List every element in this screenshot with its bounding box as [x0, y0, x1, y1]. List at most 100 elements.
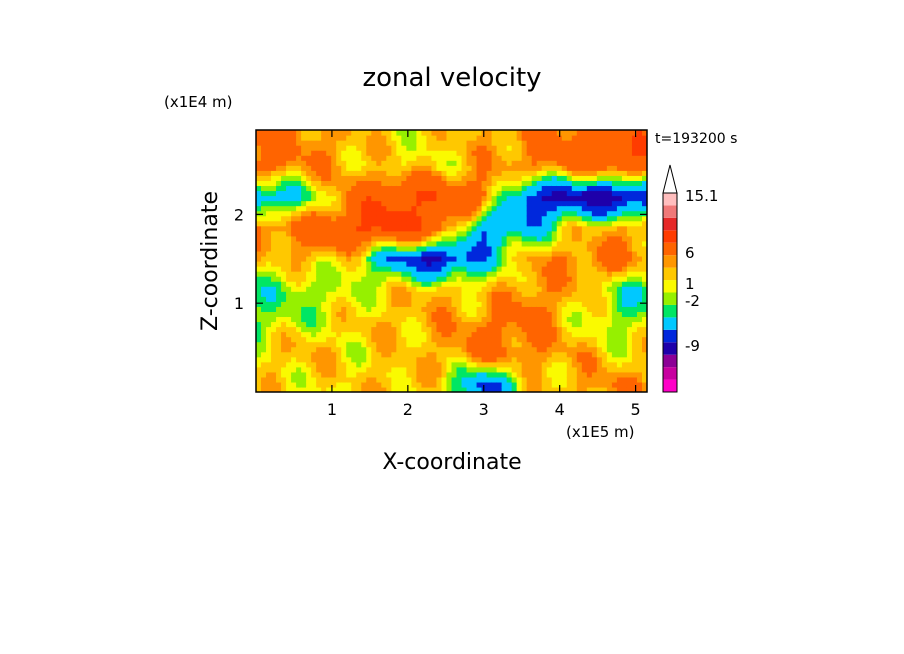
field-cell	[466, 371, 473, 378]
field-cell	[526, 276, 533, 282]
field-cell	[621, 165, 628, 171]
field-cell	[296, 185, 302, 192]
field-cell	[451, 361, 458, 368]
field-cell	[541, 321, 548, 328]
field-cell	[271, 301, 277, 307]
field-cell	[406, 155, 412, 161]
field-cell	[616, 190, 623, 197]
field-cell	[301, 130, 307, 136]
field-cell	[591, 371, 598, 378]
field-cell	[486, 190, 493, 197]
field-cell	[371, 281, 377, 287]
field-cell	[256, 301, 262, 307]
field-cell	[271, 351, 277, 358]
field-cell	[556, 316, 563, 323]
field-cell	[491, 381, 498, 388]
field-cell	[626, 250, 633, 257]
field-cell	[546, 286, 553, 292]
field-cell	[601, 130, 608, 136]
field-cell	[561, 356, 568, 363]
field-cell	[346, 150, 352, 156]
field-cell	[611, 381, 618, 388]
field-cell	[351, 195, 357, 202]
field-cell	[556, 286, 563, 292]
field-cell	[571, 220, 578, 227]
field-cell	[566, 205, 573, 212]
field-cell	[601, 250, 608, 257]
field-cell	[476, 376, 483, 383]
field-cell	[351, 276, 357, 282]
field-cell	[306, 175, 312, 181]
field-cell	[606, 356, 613, 363]
field-cell	[346, 250, 352, 257]
field-cell	[366, 210, 372, 217]
field-cell	[436, 220, 443, 227]
field-cell	[441, 190, 448, 197]
field-cell	[381, 190, 387, 197]
field-cell	[411, 261, 418, 267]
field-cell	[471, 311, 478, 318]
field-cell	[351, 250, 357, 257]
field-cell	[321, 230, 327, 237]
field-cell	[391, 336, 397, 343]
field-cell	[316, 291, 322, 297]
field-cell	[316, 261, 322, 267]
field-cell	[601, 135, 608, 141]
colorbar-swatch	[663, 342, 677, 355]
field-cell	[496, 311, 503, 318]
field-cell	[621, 346, 628, 353]
field-cell	[491, 220, 498, 227]
field-cell	[341, 200, 347, 207]
field-cell	[526, 366, 533, 373]
field-cell	[486, 235, 493, 242]
field-cell	[286, 135, 292, 141]
field-cell	[516, 341, 523, 348]
field-cell	[486, 200, 493, 207]
field-cell	[426, 286, 433, 292]
field-cell	[576, 311, 583, 318]
field-cell	[501, 281, 508, 287]
field-cell	[261, 195, 267, 202]
field-cell	[606, 160, 613, 166]
field-cell	[516, 255, 523, 262]
field-cell	[501, 175, 508, 181]
field-cell	[366, 140, 372, 146]
field-cell	[606, 250, 613, 257]
field-cell	[516, 150, 523, 156]
field-cell	[486, 245, 493, 252]
field-cell	[306, 145, 312, 151]
field-cell	[626, 376, 633, 383]
field-cell	[626, 366, 633, 373]
field-cell	[381, 381, 387, 388]
field-cell	[471, 336, 478, 343]
field-cell	[526, 301, 533, 307]
field-cell	[256, 200, 262, 207]
field-cell	[546, 321, 553, 328]
field-cell	[456, 150, 463, 156]
field-cell	[591, 346, 598, 353]
field-cell	[391, 266, 397, 272]
field-cell	[486, 266, 493, 272]
field-cell	[521, 220, 528, 227]
field-cell	[411, 341, 418, 348]
field-cell	[271, 266, 277, 272]
field-cell	[461, 140, 468, 146]
field-cell	[431, 381, 438, 388]
field-cell	[431, 271, 438, 277]
field-cell	[361, 175, 367, 181]
field-cell	[636, 180, 643, 187]
field-cell	[566, 306, 573, 312]
field-cell	[256, 296, 262, 302]
field-cell	[326, 346, 332, 353]
field-cell	[256, 331, 262, 338]
field-cell	[436, 291, 443, 297]
field-cell	[466, 165, 473, 171]
field-cell	[451, 261, 458, 267]
field-cell	[281, 130, 287, 136]
field-cell	[291, 195, 297, 202]
field-cell	[606, 235, 613, 242]
field-cell	[581, 150, 588, 156]
field-cell	[356, 296, 362, 302]
field-cell	[446, 145, 453, 151]
field-cell	[296, 150, 302, 156]
